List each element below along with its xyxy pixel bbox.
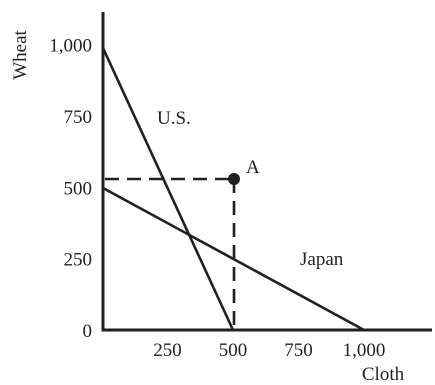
x-tick-label-1000: 1,000 <box>343 340 386 361</box>
y-tick-label-0: 0 <box>83 321 93 342</box>
x-tick-label-500: 500 <box>219 340 248 361</box>
axes <box>101 12 432 332</box>
series-line-japan <box>102 186 365 332</box>
point-a-group <box>228 173 240 185</box>
series-label-us: U.S. <box>157 108 191 129</box>
x-tick-label-750: 750 <box>284 340 313 361</box>
y-axis-label: Wheat <box>10 29 31 79</box>
labels: 0 250 500 750 1,000 250 500 750 1,000 Cloth Wheat U… <box>10 29 405 385</box>
series-line-us <box>101 47 235 331</box>
x-axis-label: Cloth <box>362 364 405 385</box>
x-tick-label-250: 250 <box>153 340 182 361</box>
point-a-marker <box>228 173 240 185</box>
y-tick-label-500: 500 <box>64 178 93 199</box>
series-label-japan: Japan <box>300 249 344 270</box>
y-tick-label-750: 750 <box>64 107 93 128</box>
y-tick-label-1000: 1,000 <box>49 36 92 57</box>
point-guides <box>105 177 236 330</box>
point-a-label: A <box>246 157 260 178</box>
series-lines <box>101 47 365 332</box>
y-tick-label-250: 250 <box>64 250 93 271</box>
